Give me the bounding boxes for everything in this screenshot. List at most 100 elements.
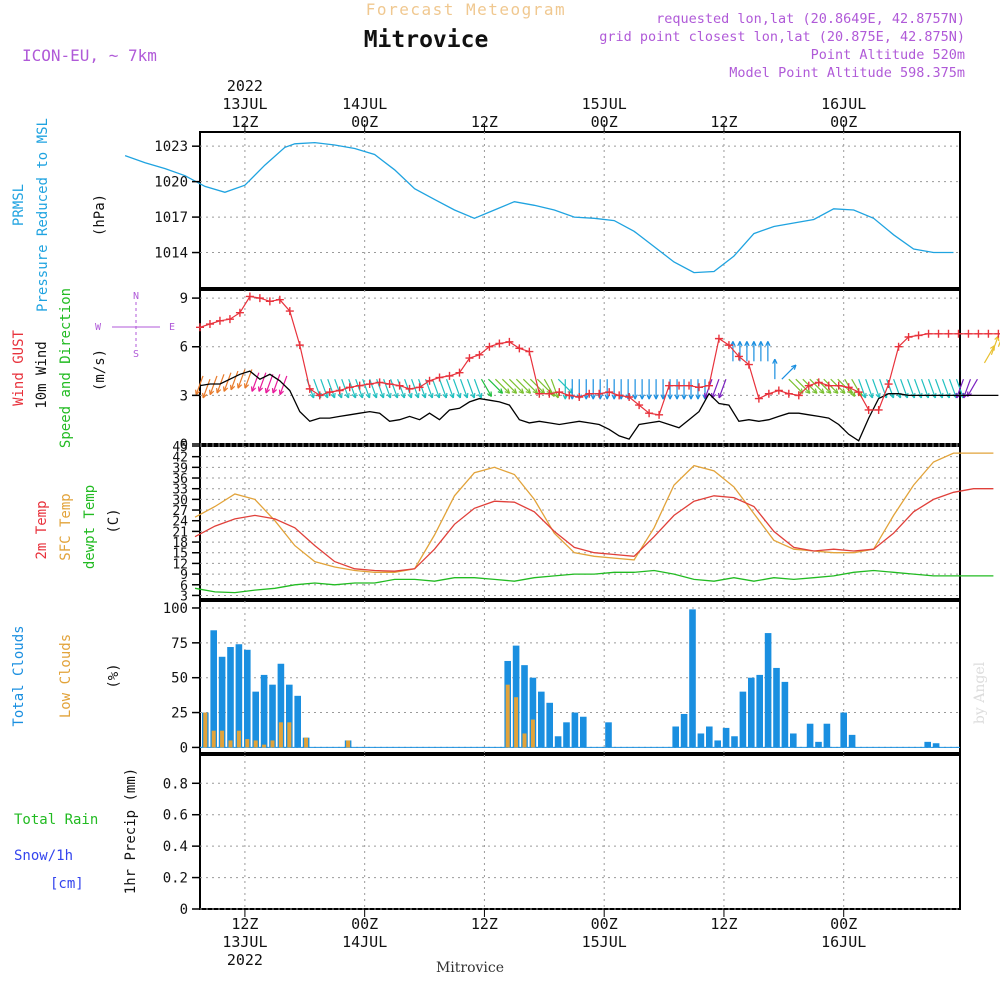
wind-gust-point	[395, 381, 404, 390]
wind-barb-head	[216, 388, 218, 394]
wind-barb-head	[368, 392, 371, 399]
wind-gust-point	[794, 391, 803, 400]
grid-point-coords: grid point closest lon,lat (20.875E, 42.…	[599, 29, 965, 45]
wind-barb-shaft	[515, 378, 531, 394]
wind-barb-head	[791, 364, 797, 368]
wind-barb-head	[250, 386, 253, 392]
total-cloud-bar	[680, 713, 688, 748]
wind-gust-point	[305, 384, 314, 393]
low-cloud-bar	[505, 684, 510, 748]
wind-barb-head	[243, 383, 246, 389]
wind-barb-head	[337, 394, 342, 399]
wind-barb-head	[313, 392, 315, 399]
wind-gust-point	[295, 341, 304, 350]
total-cloud-bar	[521, 665, 528, 748]
model-point-altitude: Model Point Altitude 598.375m	[729, 65, 965, 81]
wind-barb-head	[861, 394, 866, 399]
wind-gust-point	[485, 342, 494, 351]
wind-barb-head	[690, 394, 694, 400]
top-time-label: 12Z	[710, 113, 737, 131]
total-cloud-bar	[605, 722, 612, 748]
compass-w: W	[95, 322, 102, 333]
wind-gust-point	[934, 329, 943, 338]
compass-e: E	[169, 322, 175, 333]
wind-barb	[751, 341, 757, 362]
wind-gust-point	[884, 380, 893, 389]
wind-barb-shaft	[872, 378, 881, 399]
wind-barb-shaft	[279, 375, 288, 395]
wind-gust-point	[824, 381, 833, 390]
wind-gust-point	[665, 381, 674, 390]
wind-barb-head	[382, 392, 385, 399]
wind-barb-head	[805, 391, 811, 394]
low-cloud-bar	[346, 740, 351, 748]
wind-barb-head	[592, 394, 596, 400]
pressure-label-unit: (hPa)	[92, 194, 108, 236]
wind-barb	[583, 379, 589, 400]
wind-barb-head	[347, 392, 350, 399]
low-cloud-bar	[278, 722, 283, 748]
top-time-label: 13JUL	[222, 95, 267, 113]
wind-barb	[431, 378, 441, 399]
wind-barb-head	[466, 392, 469, 399]
ytick-label: 75	[171, 636, 188, 652]
wind-barb-head	[330, 394, 336, 399]
wind-barb-head	[535, 388, 539, 394]
wind-barb	[417, 378, 427, 399]
total-cloud-bar	[235, 644, 243, 748]
wind-gust-point	[904, 333, 913, 342]
wind-barb-head	[639, 394, 643, 400]
wind-barb-head	[511, 391, 517, 394]
total-cloud-bar	[806, 723, 814, 748]
wind-barb-shaft	[369, 378, 378, 399]
wind-barb-head	[351, 394, 356, 399]
total-cloud-bar	[924, 741, 931, 748]
wind-barb-head	[567, 391, 573, 394]
total-cloud-bar	[689, 609, 696, 748]
wind-gust-point	[465, 354, 474, 363]
wind-barb-head	[372, 394, 377, 399]
bottom-time-label: 15JUL	[582, 933, 627, 951]
wind-barb-shaft	[494, 378, 510, 394]
wind-barb-head	[223, 387, 229, 392]
wind-barb	[550, 378, 560, 399]
wind-barb	[893, 378, 902, 399]
total-cloud-bar	[756, 674, 763, 748]
wind-barb-head	[323, 394, 329, 399]
top-time-label: 15JUL	[582, 95, 627, 113]
wind-barb-head	[683, 394, 687, 400]
low-cloud-bar	[220, 730, 225, 748]
wind-barb-head	[236, 383, 239, 389]
wind-gust-point	[625, 392, 634, 401]
wind-barb-head	[676, 394, 680, 400]
total-cloud-bar	[840, 712, 847, 748]
ytick-label: 50	[171, 671, 188, 687]
wind-barb-head	[257, 386, 260, 392]
wind-barb-head	[327, 392, 329, 399]
wind-barb-head	[842, 388, 846, 394]
wind-barb-head	[850, 393, 856, 397]
wind-barb-shaft	[202, 378, 211, 399]
total-cloud-bar	[227, 647, 234, 748]
wind-barb-head	[386, 394, 391, 399]
wind-barb-head	[744, 341, 748, 347]
wind-barb	[459, 378, 469, 399]
wind-barb-shaft	[886, 378, 895, 399]
wind-gust-point	[375, 378, 384, 387]
ytick-label: 0.8	[163, 776, 188, 792]
wind-barb-shaft	[438, 378, 447, 399]
wind-gust-point	[385, 380, 394, 389]
wind-barb-shaft	[452, 378, 461, 399]
panel-frame-precip	[199, 754, 961, 910]
total-cloud-bar	[218, 656, 226, 748]
requested-coords: requested lon,lat (20.8649E, 42.8757N)	[656, 11, 965, 27]
low-cloud-bar	[228, 740, 233, 748]
ytick-label: 6	[180, 579, 188, 594]
wind-barb-shaft	[788, 378, 804, 394]
wind-barb-head	[344, 394, 349, 399]
wind-barb-head	[421, 394, 426, 399]
wind-barb-head	[774, 358, 778, 364]
wind-barb-shaft	[251, 372, 260, 392]
wind-barb-head	[340, 392, 343, 399]
